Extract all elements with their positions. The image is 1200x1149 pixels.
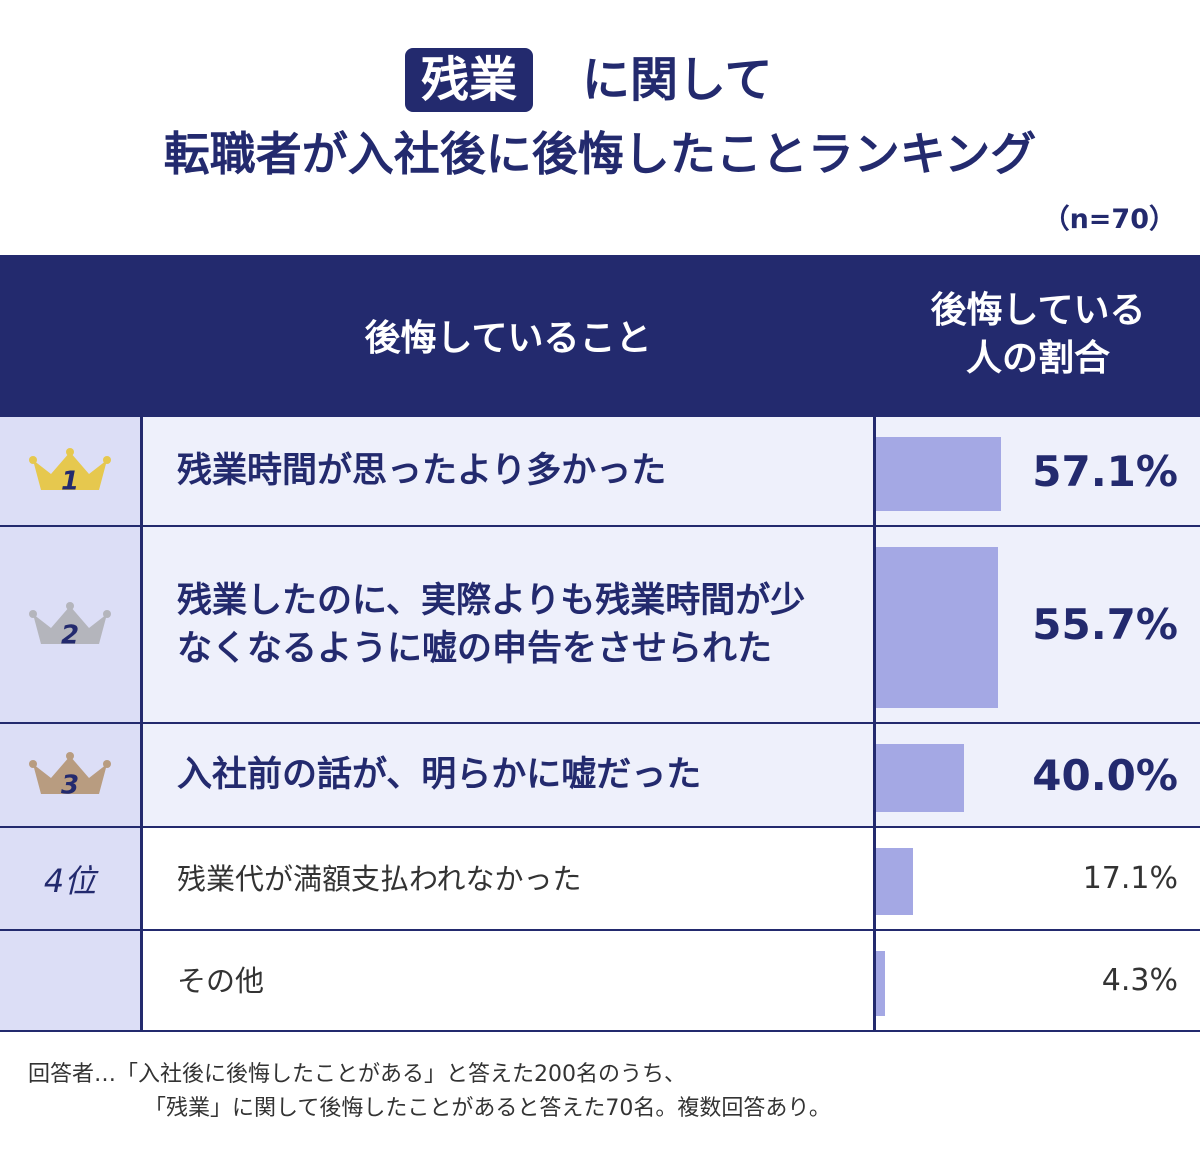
item-cell: 残業代が満額支払われなかった — [143, 828, 873, 929]
item-cell: 残業したのに、実際よりも残業時間が少なくなるように嘘の申告をさせられた — [143, 527, 873, 722]
value-cell: 57.1% — [876, 417, 1200, 525]
table-row: 4位 残業代が満額支払われなかった 17.1% — [0, 828, 1200, 929]
crown-jewel — [29, 609, 37, 618]
rank-cell: 3 — [0, 724, 140, 826]
crown-shape — [33, 756, 107, 794]
crown-jewel — [103, 609, 111, 618]
value-cell: 55.7% — [876, 527, 1200, 722]
rank-label: 1 — [61, 467, 79, 497]
title-highlight: 残業 — [405, 48, 534, 112]
table-row: 3 入社前の話が、明らかに嘘だった 40.0% — [0, 724, 1200, 826]
crown-shape — [33, 452, 107, 490]
value-label: 4.3% — [1101, 963, 1178, 998]
value-cell: 17.1% — [876, 828, 1200, 929]
value-cell: 4.3% — [876, 931, 1200, 1030]
header-cell — [0, 255, 140, 415]
value-label: 55.7% — [1032, 600, 1178, 649]
title: に関して — [582, 52, 773, 108]
rank-label: 3 — [61, 771, 79, 801]
bar — [876, 951, 886, 1016]
title: 転職者が入社後に後悔したことランキング — [163, 127, 1037, 181]
note: 「残業」に関して後悔したことがあると答えた70名。複数回答あり。 — [144, 1096, 831, 1121]
value-label: 40.0% — [1032, 750, 1178, 800]
crown-jewel — [103, 760, 111, 768]
item-label: 入社前の話が、明らかに嘘だった — [177, 755, 702, 795]
value-cell: 40.0% — [876, 724, 1200, 826]
bar — [876, 437, 1002, 511]
notes: 回答者…「入社後に後悔したことがある」と答えた200名のうち、 「残業」に関して… — [28, 1058, 831, 1126]
crown-jewel — [66, 448, 74, 456]
crown-shape — [33, 605, 107, 644]
subtitle: （n=70） — [1042, 204, 1176, 235]
ranking-table: 後悔していること 後悔している 人の割合 1 残業時間が思ったより多かった 57.1… — [0, 255, 1200, 1032]
crown-jewel — [103, 456, 111, 464]
value-label: 57.1% — [1032, 446, 1178, 496]
item-label: その他 — [177, 963, 265, 998]
bar — [876, 848, 914, 915]
crown: 2 — [29, 601, 111, 650]
rank-label: 2 — [61, 620, 79, 650]
header-text: 人の割合 — [965, 338, 1110, 379]
crown-jewel — [29, 760, 37, 768]
rank-label: 4位 — [43, 861, 97, 900]
header-row: 後悔していること 後悔している 人の割合 — [0, 255, 1200, 415]
value-label: 17.1% — [1082, 861, 1178, 896]
item-cell: 入社前の話が、明らかに嘘だった — [143, 724, 873, 826]
crown-jewel — [66, 601, 74, 610]
table-row: 1 残業時間が思ったより多かった 57.1% — [0, 417, 1200, 525]
rank-cell: 2 — [0, 527, 140, 722]
crown: 3 — [29, 752, 111, 801]
bar — [876, 547, 998, 708]
table-row: その他 4.3% — [0, 931, 1200, 1030]
item-cell: 残業時間が思ったより多かった — [143, 417, 873, 525]
rank-cell — [0, 931, 140, 1030]
header-cell: 後悔している 人の割合 — [876, 255, 1200, 415]
item-label: 残業時間が思ったより多かった — [177, 451, 667, 491]
header-text: 後悔している — [930, 290, 1146, 331]
item-label: 残業したのに、実際よりも残業時間が少なくなるように嘘の申告をさせられた — [177, 580, 806, 669]
bar — [876, 744, 964, 812]
item-label: 残業代が満額支払われなかった — [177, 861, 582, 896]
crown-jewel — [29, 456, 37, 464]
table-row: 2 残業したのに、実際よりも残業時間が少なくなるように嘘の申告をさせられた 55.7… — [0, 527, 1200, 722]
rank-cell: 1 — [0, 417, 140, 525]
note: 回答者…「入社後に後悔したことがある」と答えた200名のうち、 — [28, 1062, 686, 1087]
crown: 1 — [29, 448, 111, 497]
rank-cell: 4位 — [0, 828, 140, 929]
header-cell: 後悔していること — [364, 318, 652, 359]
item-cell: その他 — [143, 931, 873, 1030]
crown-jewel — [66, 752, 74, 760]
